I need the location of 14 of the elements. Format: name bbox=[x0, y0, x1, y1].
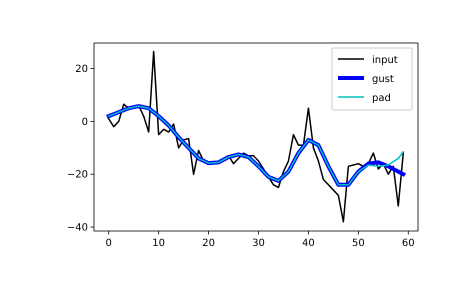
y-tick-label: 0 bbox=[82, 116, 88, 128]
x-tick-label: 10 bbox=[152, 238, 166, 249]
x-tick-label: 0 bbox=[106, 238, 112, 249]
legend-label: input bbox=[372, 55, 398, 66]
y-tick-label: −40 bbox=[66, 222, 88, 234]
legend-label: gust bbox=[372, 74, 394, 85]
y-tick-label: 20 bbox=[75, 64, 88, 76]
x-tick-label: 30 bbox=[252, 238, 265, 249]
x-tick-label: 50 bbox=[352, 238, 365, 249]
y-tick-label: −20 bbox=[66, 170, 88, 181]
x-tick-label: 20 bbox=[202, 238, 215, 249]
x-tick-label: 60 bbox=[402, 238, 415, 249]
x-tick-label: 40 bbox=[302, 238, 315, 249]
legend-label: pad bbox=[372, 93, 391, 104]
